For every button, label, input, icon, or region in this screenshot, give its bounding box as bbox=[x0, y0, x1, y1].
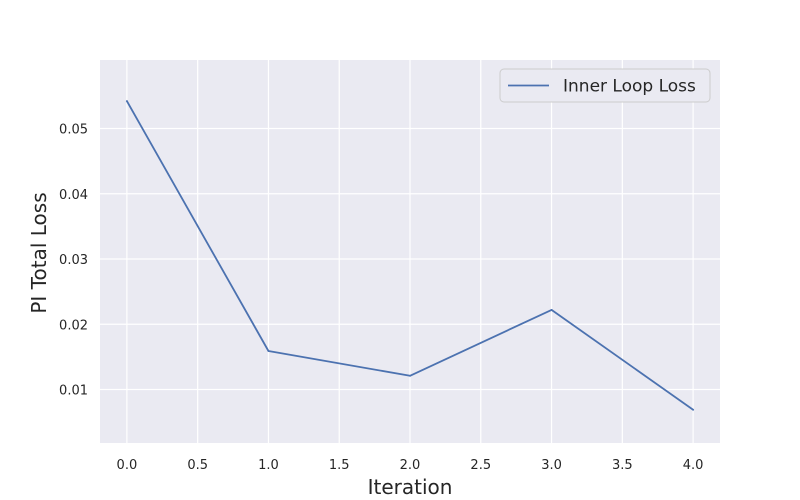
y-axis-label: PI Total Loss bbox=[27, 192, 51, 313]
x-tick-label: 1.5 bbox=[329, 458, 350, 473]
y-tick-label: 0.05 bbox=[59, 123, 88, 138]
x-tick-label: 1.0 bbox=[258, 458, 279, 473]
y-tick-label: 0.03 bbox=[59, 253, 88, 268]
x-tick-label: 3.0 bbox=[541, 458, 562, 473]
x-tick-label: 0.5 bbox=[187, 458, 208, 473]
x-tick-label: 2.5 bbox=[470, 458, 491, 473]
series-layer bbox=[125, 100, 695, 411]
x-tick-label: 2.0 bbox=[400, 458, 421, 473]
horizontal-gridlines bbox=[100, 127, 720, 391]
x-tick-label: 4.0 bbox=[683, 458, 704, 473]
y-tick-label: 0.01 bbox=[59, 383, 88, 398]
data-point bbox=[125, 100, 128, 103]
y-tick-labels: 0.01 0.02 0.03 0.04 0.05 bbox=[59, 123, 88, 399]
x-axis-label: Iteration bbox=[368, 475, 453, 499]
legend-label: Inner Loop Loss bbox=[563, 77, 696, 97]
x-tick-labels: 0.0 0.5 1.0 1.5 2.0 2.5 3.0 3.5 4.0 bbox=[117, 458, 704, 473]
y-tick-label: 0.04 bbox=[59, 188, 88, 203]
y-tick-label: 0.02 bbox=[59, 318, 88, 333]
legend: Inner Loop Loss bbox=[499, 68, 711, 103]
data-point bbox=[550, 308, 553, 311]
vertical-gridlines bbox=[126, 60, 694, 443]
x-tick-label: 3.5 bbox=[612, 458, 633, 473]
x-tick-label: 0.0 bbox=[117, 458, 138, 473]
legend-box bbox=[499, 68, 711, 103]
data-point bbox=[409, 374, 411, 377]
data-point bbox=[692, 408, 695, 411]
data-point bbox=[267, 350, 270, 352]
